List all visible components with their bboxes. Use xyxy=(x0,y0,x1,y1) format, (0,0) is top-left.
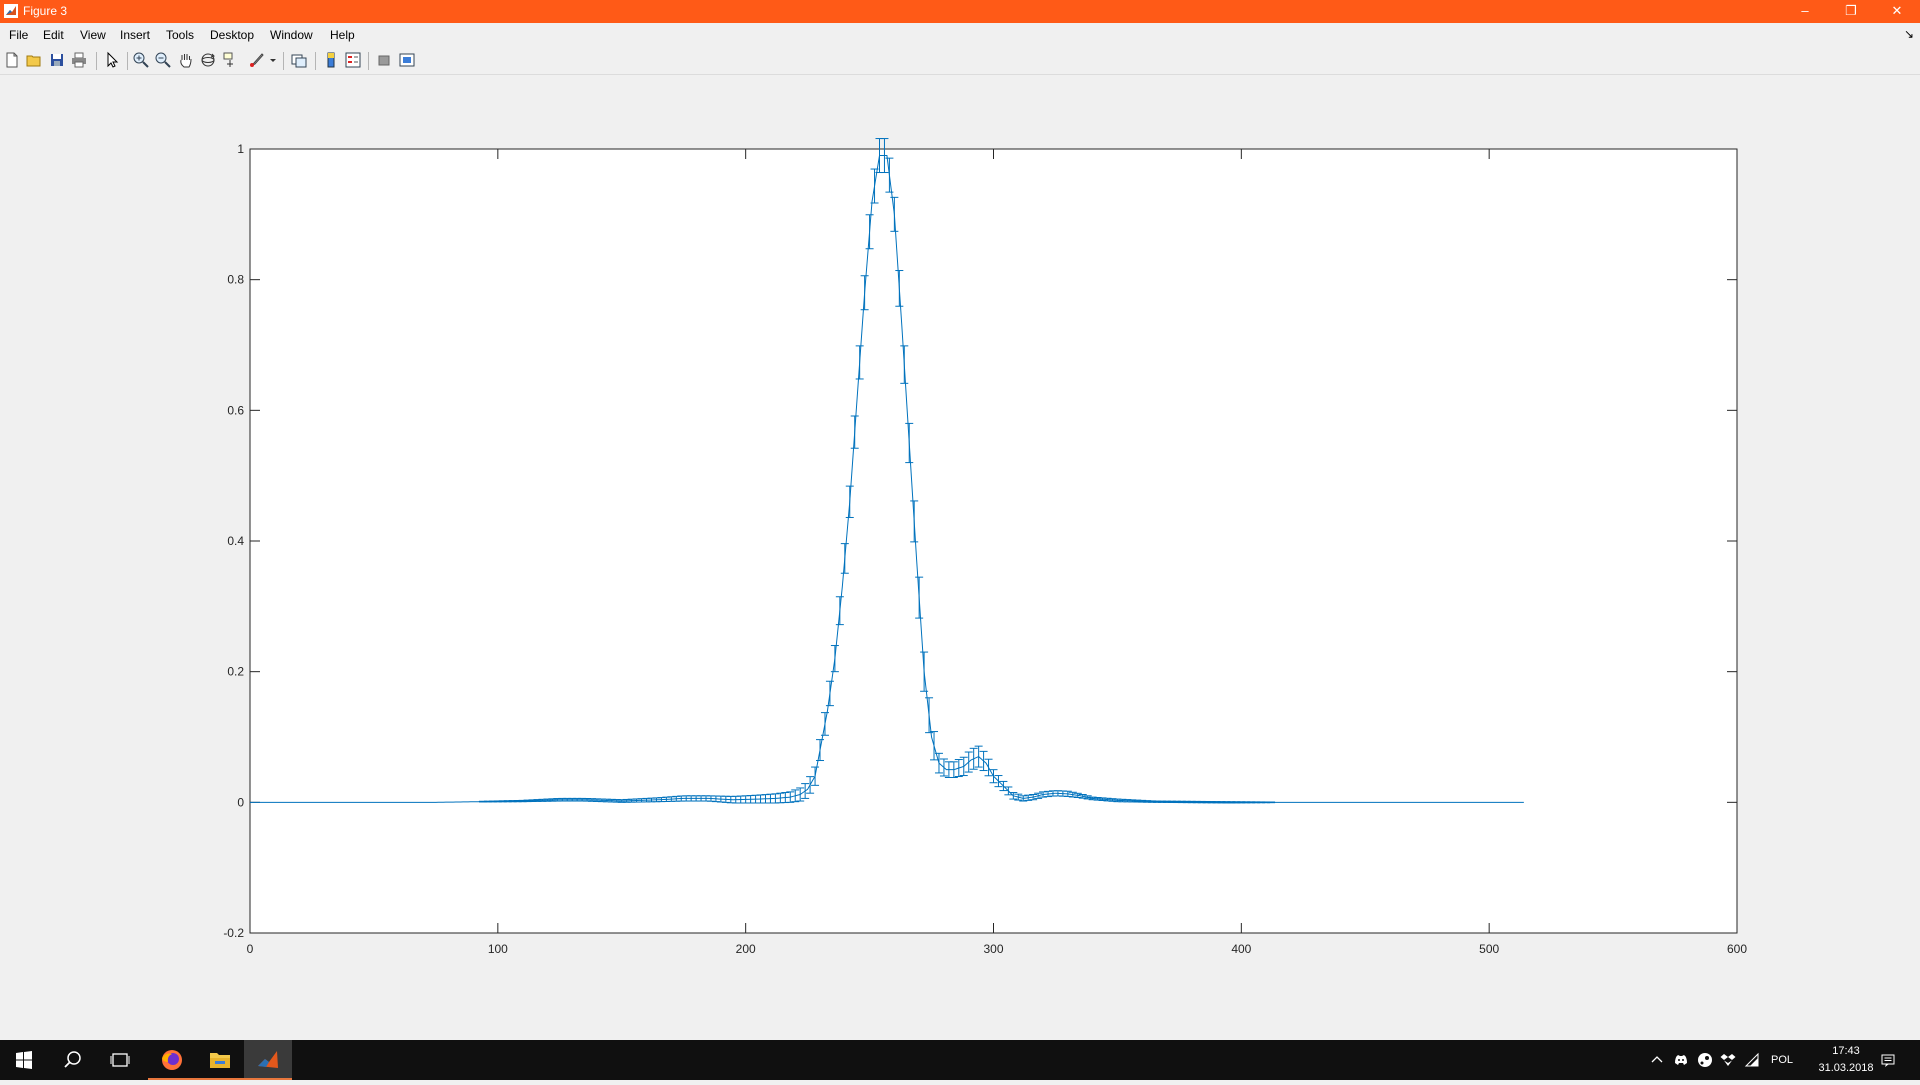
task-view-icon[interactable] xyxy=(96,1040,144,1080)
x-tick-label: 300 xyxy=(983,942,1003,956)
steam-icon[interactable] xyxy=(1697,1052,1713,1068)
matlab-taskbar-button[interactable] xyxy=(244,1040,292,1080)
y-tick-label: 1 xyxy=(237,142,244,156)
y-tick-label: -0.2 xyxy=(223,926,244,940)
x-tick-label: 600 xyxy=(1727,942,1747,956)
matlab-logo-icon xyxy=(4,4,18,18)
toolbar-separator xyxy=(283,52,284,70)
link-plot-icon[interactable] xyxy=(290,51,308,69)
insert-colorbar-icon[interactable] xyxy=(322,51,340,69)
search-icon[interactable] xyxy=(48,1040,96,1080)
zoom-in-icon[interactable] xyxy=(132,51,150,69)
menu-bar: File Edit View Insert Tools Desktop Wind… xyxy=(0,23,1920,48)
restore-button[interactable]: ❐ xyxy=(1845,3,1857,18)
print-icon[interactable] xyxy=(70,51,88,69)
discord-icon[interactable] xyxy=(1673,1052,1689,1068)
dropbox-icon[interactable] xyxy=(1720,1052,1736,1068)
axes-box[interactable] xyxy=(249,148,1738,934)
menu-view[interactable]: View xyxy=(80,28,106,42)
brush-icon[interactable] xyxy=(248,51,266,69)
data-cursor-icon[interactable] xyxy=(222,51,240,69)
y-tick-label: 0.8 xyxy=(227,273,244,287)
y-tick-label: 0.4 xyxy=(227,534,244,548)
firefox-taskbar-button[interactable] xyxy=(148,1040,196,1080)
running-indicator xyxy=(244,1078,292,1080)
show-plot-tools-icon[interactable] xyxy=(398,51,416,69)
clock-date[interactable]: 31.03.2018 xyxy=(1818,1062,1874,1074)
y-tick-label: 0 xyxy=(237,795,244,809)
running-indicator xyxy=(148,1078,196,1080)
series-lines xyxy=(250,155,1524,803)
close-button[interactable]: ✕ xyxy=(1891,3,1903,18)
menu-desktop[interactable]: Desktop xyxy=(210,28,255,42)
figure-canvas[interactable]: 0 100 200 300 400 500 600 -0.2 0 0.2 0.4 0.6 0.8 1 xyxy=(0,75,1920,1040)
menu-window[interactable]: Window xyxy=(270,28,313,42)
axis-ticks xyxy=(249,148,1738,934)
toolbar-separator xyxy=(368,52,369,70)
y-tick-label: 0.2 xyxy=(227,665,244,679)
menu-insert[interactable]: Insert xyxy=(120,28,151,42)
window-title: Figure 3 xyxy=(23,4,68,18)
toolbar-separator xyxy=(96,52,97,70)
plot-svg: 0 100 200 300 400 500 600-0.200.20.40.60.81 xyxy=(223,138,1747,956)
zoom-out-icon[interactable] xyxy=(154,51,172,69)
notification-center-icon[interactable] xyxy=(1880,1052,1896,1068)
x-tick-label: 100 xyxy=(488,942,508,956)
x-tick-label: 500 xyxy=(1479,942,1499,956)
file-explorer-icon xyxy=(210,1053,230,1068)
y-tick-label: 0.6 xyxy=(227,403,244,417)
save-icon[interactable] xyxy=(48,51,66,69)
open-file-icon[interactable] xyxy=(25,51,43,69)
title-bar: Figure 3 – ❐ ✕ xyxy=(0,0,1920,23)
running-indicator xyxy=(196,1078,244,1080)
insert-legend-icon[interactable] xyxy=(344,51,362,69)
pan-icon[interactable] xyxy=(177,51,195,69)
language-indicator[interactable]: POL xyxy=(1771,1054,1794,1066)
toolbar-separator xyxy=(127,52,128,70)
clock-time[interactable]: 17:43 xyxy=(1832,1045,1860,1057)
edit-plot-icon[interactable] xyxy=(103,51,121,69)
new-figure-icon[interactable] xyxy=(3,51,21,69)
hide-plot-tools-icon[interactable] xyxy=(375,51,393,69)
menu-file[interactable]: File xyxy=(9,28,29,42)
rotate-3d-icon[interactable] xyxy=(199,51,217,69)
file-explorer-taskbar-button[interactable] xyxy=(196,1040,244,1080)
toolbar-separator xyxy=(315,52,316,70)
chevron-up-icon[interactable] xyxy=(1649,1052,1665,1068)
menu-tools[interactable]: Tools xyxy=(166,28,195,42)
minimize-button[interactable]: – xyxy=(1801,3,1809,18)
dock-figure-icon[interactable]: ↘ xyxy=(1903,27,1914,41)
x-tick-label: 400 xyxy=(1231,942,1251,956)
figure-toolbar xyxy=(0,48,1920,75)
taskbar: POL 17:43 31.03.2018 xyxy=(0,1040,1920,1080)
network-icon[interactable] xyxy=(1744,1052,1760,1068)
tick-labels: 0 100 200 300 400 500 600-0.200.20.40.60.81 xyxy=(223,142,1747,956)
chevron-down-icon[interactable] xyxy=(268,51,278,69)
series-line xyxy=(250,155,1524,803)
menu-edit[interactable]: Edit xyxy=(43,28,64,42)
windows-start-icon[interactable] xyxy=(0,1040,48,1080)
firefox-icon xyxy=(162,1050,182,1070)
x-tick-label: 0 xyxy=(247,942,254,956)
menu-help[interactable]: Help xyxy=(330,28,355,42)
matlab-icon xyxy=(258,1051,278,1068)
x-tick-label: 200 xyxy=(736,942,756,956)
